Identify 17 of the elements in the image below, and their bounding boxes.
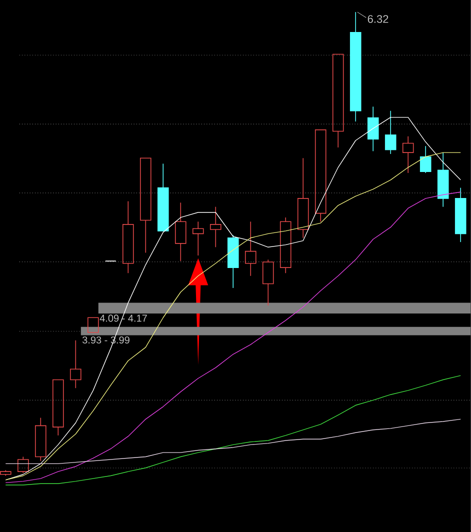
band-label: 4.09 - 4.17 [100,314,147,322]
candlestick [70,340,82,389]
candlestick [210,206,222,248]
candlestick [280,217,292,274]
candlestick [298,158,309,238]
candlestick [385,110,396,154]
candlestick [402,136,414,174]
candlestick [245,221,256,276]
candlestick [122,200,134,274]
candlestick [262,259,274,306]
candlestick [35,417,46,462]
candlestick [420,146,432,174]
candlestick [18,456,29,474]
annotation: 6.32 [368,15,388,23]
candlestick [192,221,204,256]
candlestick [175,202,186,262]
candlestick [368,106,379,152]
